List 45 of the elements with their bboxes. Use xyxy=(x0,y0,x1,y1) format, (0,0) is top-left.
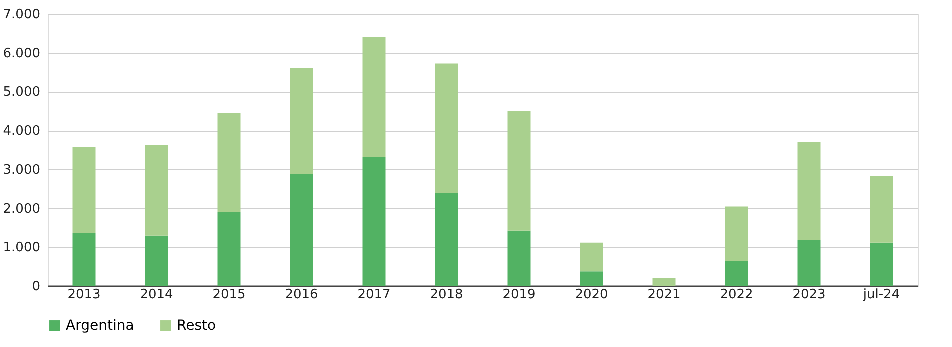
bar xyxy=(580,242,604,272)
legend-label: Resto xyxy=(177,318,216,334)
bar xyxy=(145,144,168,236)
x-tick-label: jul-24 xyxy=(862,288,900,302)
y-tick-label: 3.000 xyxy=(3,162,40,178)
x-tick-label: 2014 xyxy=(140,288,174,302)
bar xyxy=(508,112,531,231)
bar xyxy=(290,174,314,286)
x-tick-label: 2015 xyxy=(212,288,246,302)
x-tick-label: 2019 xyxy=(502,288,536,302)
bar xyxy=(435,193,458,286)
bar xyxy=(508,230,531,286)
bar xyxy=(725,206,748,262)
bar xyxy=(798,142,821,241)
legend-label: Argentina xyxy=(66,318,134,334)
x-tick-label: 2020 xyxy=(575,288,608,302)
bar xyxy=(290,68,314,174)
bar xyxy=(72,147,96,234)
y-tick-label: 4.000 xyxy=(3,124,40,140)
bar xyxy=(218,212,241,286)
x-tick-label: 2017 xyxy=(358,288,391,302)
bar xyxy=(362,156,386,286)
x-tick-label: 2013 xyxy=(68,288,101,302)
y-tick-label: 5.000 xyxy=(3,85,40,100)
y-tick-label: 0 xyxy=(32,280,40,294)
bar xyxy=(435,64,458,194)
bar xyxy=(362,37,386,157)
bar xyxy=(870,242,894,286)
bar xyxy=(652,278,676,286)
y-tick-label: 2.000 xyxy=(3,202,40,217)
bar xyxy=(218,113,241,212)
bar xyxy=(145,236,168,286)
x-tick-label: 2018 xyxy=(430,288,464,302)
x-tick-label: 2021 xyxy=(648,288,681,302)
x-tick-label: 2022 xyxy=(720,288,754,302)
bar xyxy=(870,176,894,243)
x-tick-label: 2016 xyxy=(285,288,318,302)
bar xyxy=(725,262,748,286)
y-tick-label: 1.000 xyxy=(3,240,40,256)
y-tick-label: 6.000 xyxy=(3,46,40,62)
bar xyxy=(72,234,96,286)
bar xyxy=(798,240,821,286)
y-tick-label: 7.000 xyxy=(3,8,40,22)
bar xyxy=(580,272,604,286)
x-tick-label: 2023 xyxy=(792,288,826,302)
